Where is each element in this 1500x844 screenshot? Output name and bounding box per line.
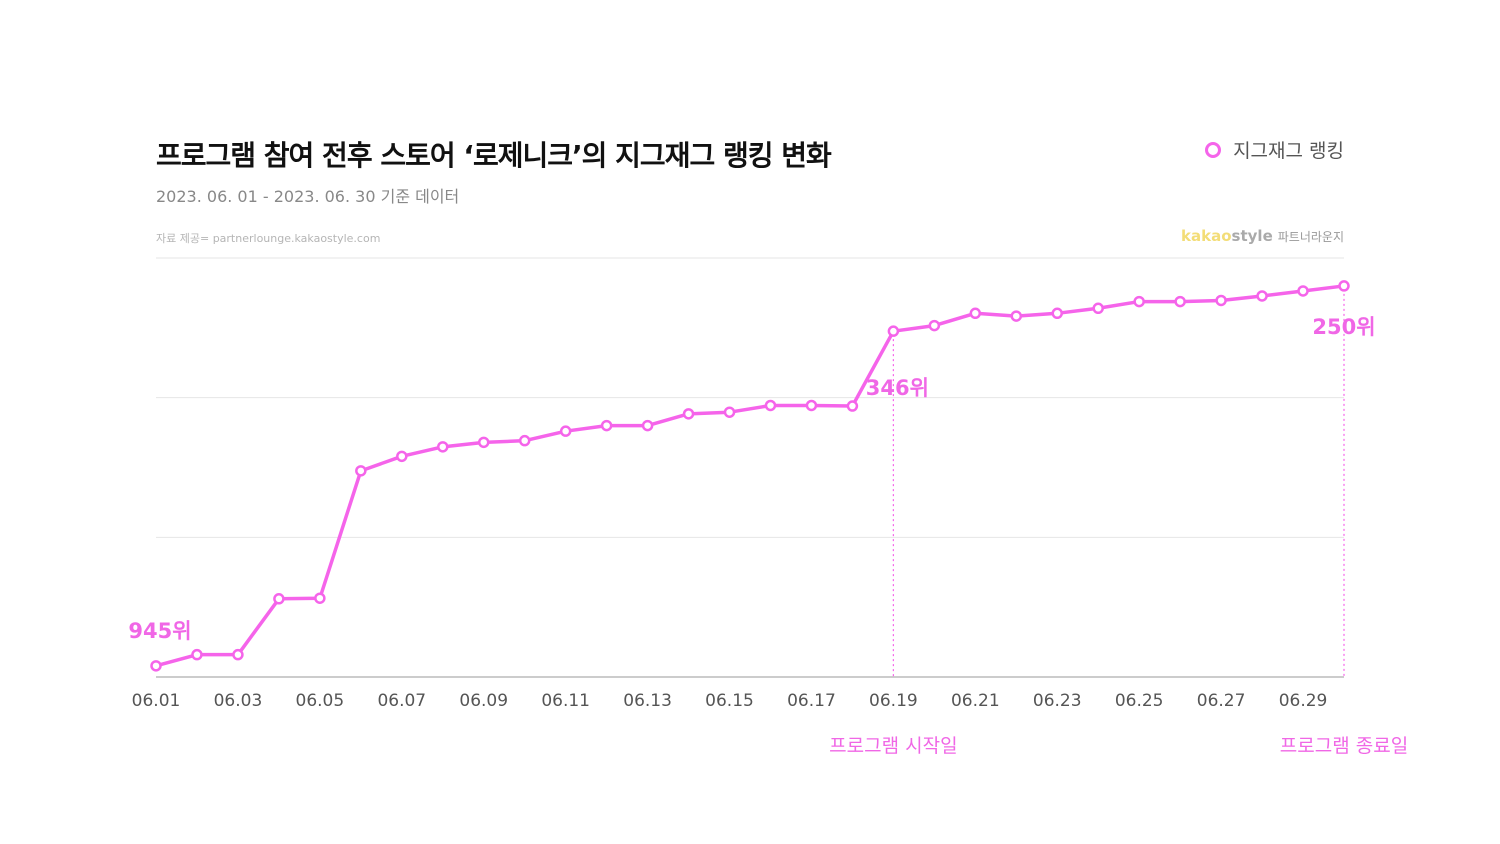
data-point <box>641 419 654 432</box>
data-point <box>928 319 941 332</box>
data-point <box>805 399 818 412</box>
x-tick-label: 06.15 <box>705 691 754 711</box>
data-point <box>437 441 449 453</box>
brand-name: 파트너라운지 <box>1277 230 1344 244</box>
data-point <box>1256 290 1268 302</box>
x-tick-label: 06.05 <box>296 691 345 711</box>
data-point <box>1297 285 1309 297</box>
data-point <box>1051 307 1063 320</box>
data-point <box>477 436 490 449</box>
x-tick-label: 06.17 <box>787 691 836 711</box>
data-point <box>396 450 408 463</box>
data-point <box>559 425 572 437</box>
x-tick-label: 06.09 <box>459 691 508 711</box>
data-point <box>314 592 326 604</box>
data-point <box>764 399 777 412</box>
data-point <box>682 408 695 420</box>
brand-style: style <box>1231 227 1273 245</box>
data-point <box>232 648 244 661</box>
data-point <box>1010 310 1023 322</box>
data-annotation: 945위 <box>128 619 191 643</box>
legend-label: 지그재그 랭킹 <box>1233 140 1344 162</box>
event-label: 프로그램 시작일 <box>829 735 957 757</box>
legend-marker-icon <box>1205 141 1222 158</box>
x-tick-label: 06.27 <box>1197 691 1246 711</box>
x-tick-label: 06.19 <box>869 691 918 711</box>
data-point <box>355 465 367 477</box>
series-line <box>154 284 1346 668</box>
data-point <box>518 434 531 447</box>
data-point <box>1092 302 1104 315</box>
x-tick-label: 06.13 <box>623 691 672 711</box>
data-point <box>846 400 859 412</box>
data-point <box>1133 295 1145 308</box>
chart-subtitle: 2023. 06. 01 - 2023. 06. 30 기준 데이터 <box>156 187 460 206</box>
x-tick-label: 06.25 <box>1115 691 1164 711</box>
data-point <box>887 325 900 337</box>
legend: 지그재그 랭킹 <box>1205 136 1344 163</box>
brand-kakao: kakao <box>1181 227 1232 245</box>
x-tick-label: 06.11 <box>541 691 590 711</box>
data-annotation: 250위 <box>1312 315 1375 339</box>
data-point <box>723 406 736 418</box>
data-annotation: 346위 <box>866 376 929 400</box>
data-point <box>1174 295 1186 308</box>
data-source: 자료 제공= partnerlounge.kakaostyle.com <box>156 232 381 245</box>
x-tick-label: 06.03 <box>214 691 263 711</box>
data-point <box>969 307 982 320</box>
x-tick-label: 06.21 <box>951 691 1000 711</box>
chart-title: 프로그램 참여 전후 스토어 ‘로제니크’의 지그재그 랭킹 변화 <box>156 139 832 172</box>
data-point <box>273 593 285 605</box>
x-tick-label: 06.07 <box>377 691 426 711</box>
x-tick-label: 06.01 <box>132 691 181 711</box>
data-point <box>191 648 203 661</box>
x-tick-label: 06.23 <box>1033 691 1082 711</box>
event-label: 프로그램 종료일 <box>1280 735 1408 757</box>
data-point <box>600 419 613 432</box>
data-point <box>150 660 162 672</box>
x-tick-label: 06.29 <box>1279 691 1328 711</box>
data-point <box>1338 280 1350 292</box>
brand-logo: kakao style 파트너라운지 <box>1181 227 1344 245</box>
data-point <box>1215 294 1227 307</box>
